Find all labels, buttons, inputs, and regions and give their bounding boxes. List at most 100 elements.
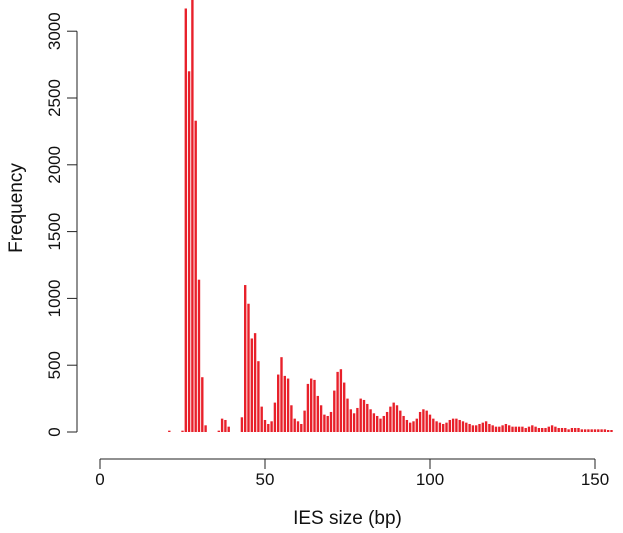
- bar: [310, 378, 313, 432]
- bar: [379, 418, 382, 432]
- bar: [471, 425, 475, 432]
- bar: [217, 430, 220, 432]
- bar: [607, 430, 610, 432]
- bar: [187, 71, 191, 432]
- bar: [422, 409, 425, 432]
- bar: [286, 378, 290, 432]
- bar: [227, 426, 230, 432]
- bar: [491, 425, 494, 432]
- bar: [468, 423, 471, 432]
- bar: [244, 285, 247, 432]
- bar: [501, 425, 504, 432]
- bar: [191, 0, 194, 432]
- x-axis-title: IES size (bp): [293, 508, 402, 528]
- bar: [593, 429, 597, 432]
- bar: [547, 426, 550, 432]
- bar: [197, 279, 201, 432]
- bar: [240, 417, 244, 432]
- bar: [580, 429, 583, 432]
- bar: [567, 429, 570, 432]
- bar: [313, 379, 316, 432]
- bar: [257, 361, 260, 432]
- bar: [395, 405, 399, 432]
- bar: [475, 425, 478, 432]
- bar: [306, 383, 310, 432]
- x-tick-label: 0: [95, 470, 104, 489]
- bar: [405, 419, 409, 432]
- bar: [352, 413, 356, 432]
- bar: [369, 409, 372, 432]
- axes-group: 0 50 100 150 IES size (bp) 0 500 1000 1500 2000 25…: [6, 12, 609, 529]
- bar: [362, 399, 366, 432]
- bar: [428, 414, 432, 432]
- bar: [451, 418, 455, 432]
- bar: [376, 415, 379, 432]
- bar: [343, 382, 346, 432]
- bar: [412, 421, 415, 432]
- bar: [385, 411, 389, 432]
- y-tick-label: 1500: [45, 213, 64, 251]
- bar: [488, 423, 491, 432]
- bar: [541, 427, 544, 432]
- bar: [461, 421, 465, 432]
- bar: [557, 427, 560, 432]
- bar: [253, 333, 257, 432]
- bar: [296, 421, 300, 432]
- bar: [263, 419, 267, 432]
- bar: [372, 413, 376, 432]
- bars-group: [168, 0, 613, 433]
- bar: [508, 425, 511, 432]
- bar: [273, 402, 277, 432]
- y-tick-label: 1000: [45, 279, 64, 317]
- bar: [339, 369, 343, 432]
- bar: [544, 427, 547, 432]
- bar: [597, 429, 600, 432]
- bar: [356, 407, 359, 432]
- bar: [346, 398, 349, 432]
- bar: [560, 427, 564, 432]
- bar: [564, 427, 567, 432]
- bar: [610, 430, 613, 432]
- bar: [277, 374, 280, 432]
- bar: [435, 421, 438, 432]
- bar: [194, 120, 197, 433]
- bar: [303, 410, 306, 432]
- bar: [250, 338, 253, 432]
- bar: [448, 419, 451, 432]
- bar: [323, 414, 326, 432]
- y-tick-label: 2500: [45, 79, 64, 117]
- y-tick-label: 2000: [45, 146, 64, 184]
- bar: [366, 403, 369, 432]
- bar: [574, 427, 577, 432]
- bar: [504, 423, 508, 432]
- bar: [399, 410, 402, 432]
- bar: [201, 377, 204, 432]
- bar: [333, 390, 336, 432]
- bar: [270, 421, 273, 432]
- bar: [293, 418, 296, 432]
- bar: [181, 430, 184, 432]
- bar: [319, 405, 323, 432]
- bar: [224, 419, 227, 432]
- bar: [415, 418, 418, 432]
- bar: [494, 426, 498, 432]
- bar: [583, 429, 587, 432]
- bar: [438, 422, 442, 432]
- bar: [283, 375, 286, 432]
- bar: [550, 425, 554, 432]
- bar: [392, 402, 395, 432]
- bar: [326, 415, 329, 432]
- bar: [267, 423, 270, 432]
- bar: [524, 427, 527, 432]
- bar: [409, 422, 412, 432]
- bar: [168, 430, 171, 432]
- bar: [290, 405, 293, 432]
- bar: [570, 427, 574, 432]
- bar: [432, 418, 435, 432]
- bar: [478, 423, 481, 432]
- bar: [465, 422, 468, 432]
- bar: [316, 395, 319, 432]
- y-tick-label: 0: [45, 427, 64, 436]
